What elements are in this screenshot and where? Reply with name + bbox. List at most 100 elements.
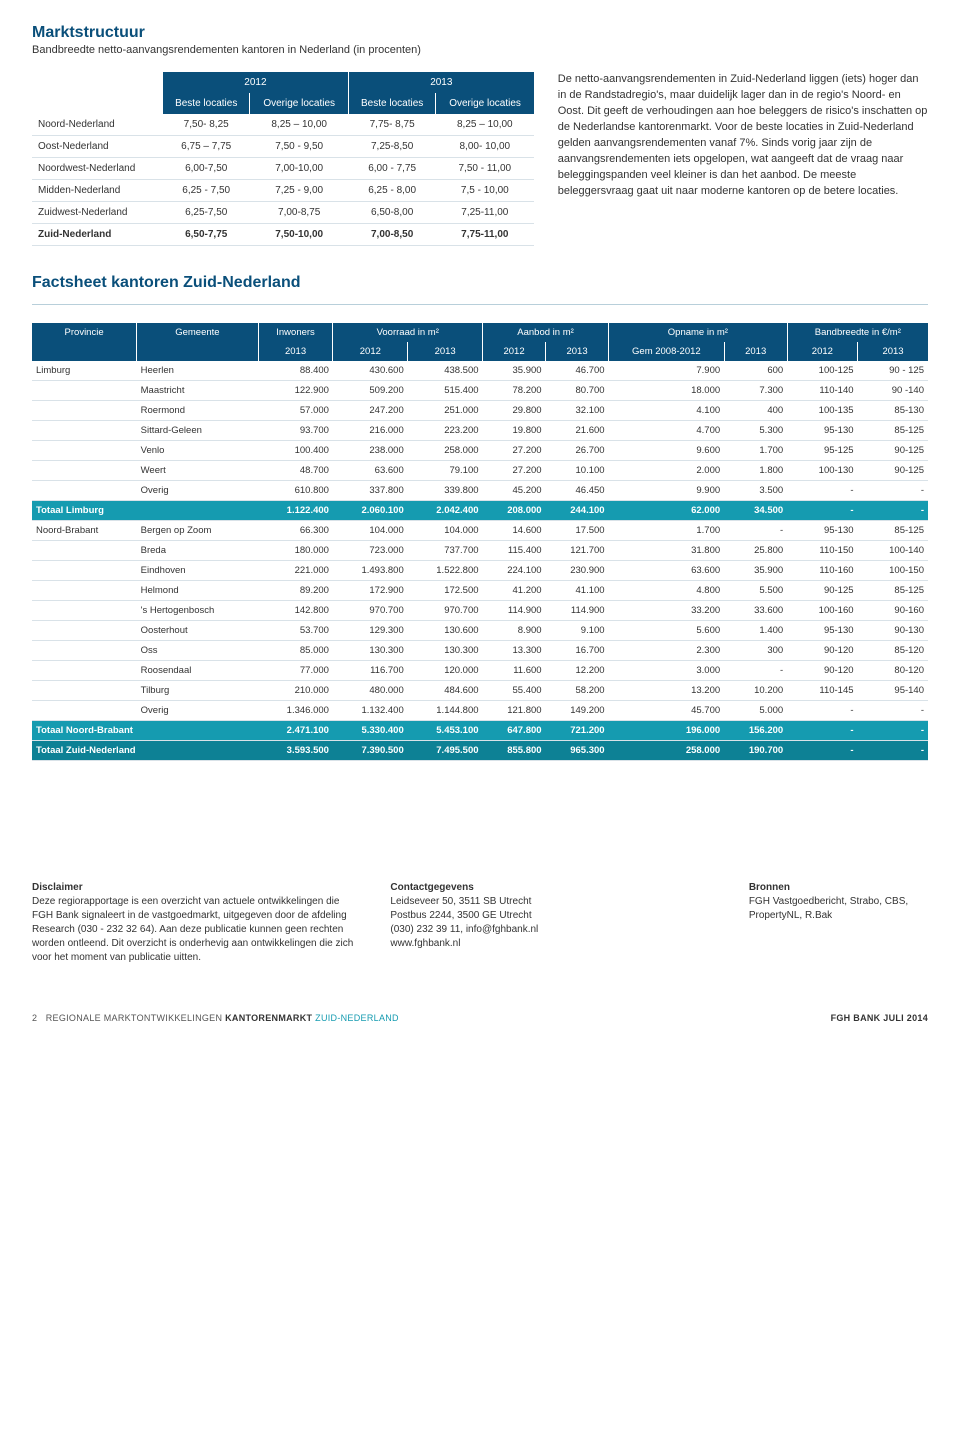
fact-value-cell: 647.800	[483, 721, 546, 741]
fact-value-cell: 130.300	[408, 641, 483, 661]
fact-value-cell: 9.100	[546, 621, 609, 641]
fact-value-cell: -	[724, 521, 787, 541]
fact-value-cell: 110-150	[787, 541, 857, 561]
markt-table: 2012 2013 Beste locaties Overige locatie…	[32, 72, 534, 246]
fact-value-cell: 4.100	[609, 401, 725, 421]
fact-value-cell: 95-140	[858, 681, 928, 701]
markt-table-wrap: 2012 2013 Beste locaties Overige locatie…	[32, 72, 534, 246]
markt-row: Midden-Nederland6,25 - 7,507,25 - 9,006,…	[32, 180, 534, 202]
fact-value-cell: 970.700	[408, 601, 483, 621]
markt-region-cell: Midden-Nederland	[32, 180, 162, 202]
markt-subheader-row: Beste locaties Overige locaties Beste lo…	[32, 93, 534, 114]
fact-row: Sittard-Geleen93.700216.000223.20019.800…	[32, 421, 928, 441]
fact-value-cell: 25.800	[724, 541, 787, 561]
fact-value-cell: 62.000	[609, 501, 725, 521]
fact-value-cell: 57.000	[258, 401, 333, 421]
fact-sub-header-row: 2013 2012 2013 2012 2013 Gem 2008-2012 2…	[32, 342, 928, 361]
fact-total-label: Totaal Zuid-Nederland	[32, 741, 258, 761]
fact-gem-cell: Oosterhout	[137, 621, 259, 641]
fact-value-cell: 29.800	[483, 401, 546, 421]
fact-value-cell: 35.900	[483, 361, 546, 381]
fact-value-cell: 223.200	[408, 421, 483, 441]
fact-value-cell: 5.330.400	[333, 721, 408, 741]
fact-value-cell: 1.132.400	[333, 701, 408, 721]
fact-value-cell: 13.200	[609, 681, 725, 701]
markt-region-cell: Oost-Nederland	[32, 136, 162, 158]
fact-value-cell: 26.700	[546, 441, 609, 461]
fact-prov-cell: Limburg	[32, 361, 137, 381]
fact-value-cell: 2.060.100	[333, 501, 408, 521]
fact-prov-cell	[32, 541, 137, 561]
markt-value-cell: 6,50-7,75	[162, 224, 249, 246]
markt-year-2012: 2012	[162, 72, 348, 93]
fact-value-cell: 1.493.800	[333, 561, 408, 581]
fact-sh-4: 2013	[408, 342, 483, 361]
fact-value-cell: 3.500	[724, 481, 787, 501]
fact-value-cell: 480.000	[333, 681, 408, 701]
fact-value-cell: 9.600	[609, 441, 725, 461]
fact-value-cell: 339.800	[408, 481, 483, 501]
fact-gem-cell: Tilburg	[137, 681, 259, 701]
markt-value-cell: 7,5 - 10,00	[436, 180, 534, 202]
fact-value-cell: 210.000	[258, 681, 333, 701]
factsheet-title: Factsheet kantoren Zuid-Nederland	[32, 274, 928, 292]
fact-value-cell: 100-160	[787, 601, 857, 621]
fact-row: Venlo100.400238.000258.00027.20026.7009.…	[32, 441, 928, 461]
fact-value-cell: 11.600	[483, 661, 546, 681]
contact-line-0: Leidseveer 50, 3511 SB Utrecht	[390, 896, 531, 907]
fact-prov-cell	[32, 481, 137, 501]
markt-value-cell: 6,25-7,50	[162, 202, 249, 224]
fact-row: LimburgHeerlen88.400430.600438.50035.900…	[32, 361, 928, 381]
fact-value-cell: 33.200	[609, 601, 725, 621]
markt-body-text: De netto-aanvangsrendementen in Zuid-Ned…	[558, 72, 928, 246]
fact-value-cell: 21.600	[546, 421, 609, 441]
fact-value-cell: 208.000	[483, 501, 546, 521]
markt-value-cell: 7,50 - 11,00	[436, 158, 534, 180]
fact-gem-cell: Roosendaal	[137, 661, 259, 681]
fact-th-aanbod: Aanbod in m²	[483, 323, 609, 342]
markt-value-cell: 8,25 – 10,00	[436, 114, 534, 136]
fact-value-cell: 515.400	[408, 381, 483, 401]
markt-value-cell: 8,00- 10,00	[436, 136, 534, 158]
markt-value-cell: 7,50-10,00	[250, 224, 348, 246]
fact-value-cell: 5.000	[724, 701, 787, 721]
fact-value-cell: 16.700	[546, 641, 609, 661]
footer-columns: Disclaimer Deze regiorapportage is een o…	[32, 881, 928, 965]
fact-sh-2: 2013	[258, 342, 333, 361]
markt-value-cell: 7,25-11,00	[436, 202, 534, 224]
fact-value-cell: 238.000	[333, 441, 408, 461]
fact-value-cell: -	[858, 741, 928, 761]
fact-value-cell: 116.700	[333, 661, 408, 681]
fact-prov-cell	[32, 441, 137, 461]
markt-value-cell: 6,25 - 7,50	[162, 180, 249, 202]
fact-value-cell: 90-160	[858, 601, 928, 621]
fact-value-cell: 142.800	[258, 601, 333, 621]
fact-sh-9: 2012	[787, 342, 857, 361]
fact-value-cell: 93.700	[258, 421, 333, 441]
fact-row: Oss85.000130.300130.30013.30016.7002.300…	[32, 641, 928, 661]
fact-prov-cell	[32, 641, 137, 661]
fact-value-cell: 484.600	[408, 681, 483, 701]
fact-value-cell: 1.700	[609, 521, 725, 541]
fact-value-cell: 10.100	[546, 461, 609, 481]
fact-prov-cell	[32, 601, 137, 621]
fact-prov-cell	[32, 581, 137, 601]
fact-value-cell: 723.000	[333, 541, 408, 561]
fact-value-cell: 90 -140	[858, 381, 928, 401]
fact-top-header-row: Provincie Gemeente Inwoners Voorraad in …	[32, 323, 928, 342]
fact-value-cell: 100-125	[787, 361, 857, 381]
fact-value-cell: 12.200	[546, 661, 609, 681]
fact-value-cell: 114.900	[546, 601, 609, 621]
fact-prov-cell	[32, 401, 137, 421]
disclaimer-col: Disclaimer Deze regiorapportage is een o…	[32, 881, 358, 965]
fact-value-cell: 85-125	[858, 581, 928, 601]
markt-value-cell: 6,75 – 7,75	[162, 136, 249, 158]
fact-value-cell: 41.200	[483, 581, 546, 601]
fact-value-cell: 55.400	[483, 681, 546, 701]
fact-value-cell: 156.200	[724, 721, 787, 741]
sources-text: FGH Vastgoedbericht, Strabo, CBS, Proper…	[749, 896, 908, 921]
fact-prov-cell	[32, 381, 137, 401]
fact-value-cell: 78.200	[483, 381, 546, 401]
fact-value-cell: 35.900	[724, 561, 787, 581]
fact-row: Oosterhout53.700129.300130.6008.9009.100…	[32, 621, 928, 641]
